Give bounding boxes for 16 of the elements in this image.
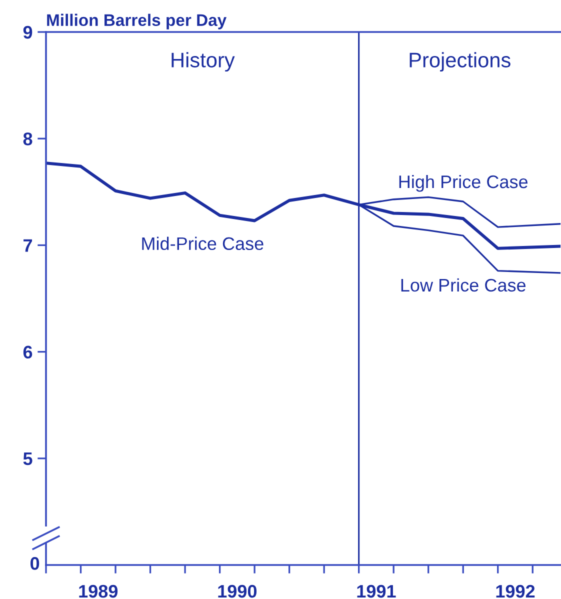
x-tick-label: 1990	[218, 584, 257, 598]
text: 0	[30, 557, 40, 570]
y-axis-title: Million Barrels per Day	[47, 14, 227, 30]
x-tick-label: 1989	[79, 584, 118, 598]
series-label: High Price Case	[399, 174, 528, 192]
y-tick-label: 5	[23, 452, 32, 466]
series-label: Low Price Case	[401, 278, 526, 292]
y-tick-label: 8	[23, 132, 32, 146]
x-tick-label: 1992	[496, 584, 535, 598]
y-tick-label: 7	[24, 239, 32, 252]
y-tick-label: 9	[23, 26, 32, 39]
series-label: Mid-Price Case	[142, 236, 264, 250]
annotation: History	[172, 52, 235, 72]
annotation: Projections	[410, 52, 510, 72]
y-tick-label: 6	[23, 346, 32, 359]
x-tick-label: 1991	[357, 584, 396, 598]
